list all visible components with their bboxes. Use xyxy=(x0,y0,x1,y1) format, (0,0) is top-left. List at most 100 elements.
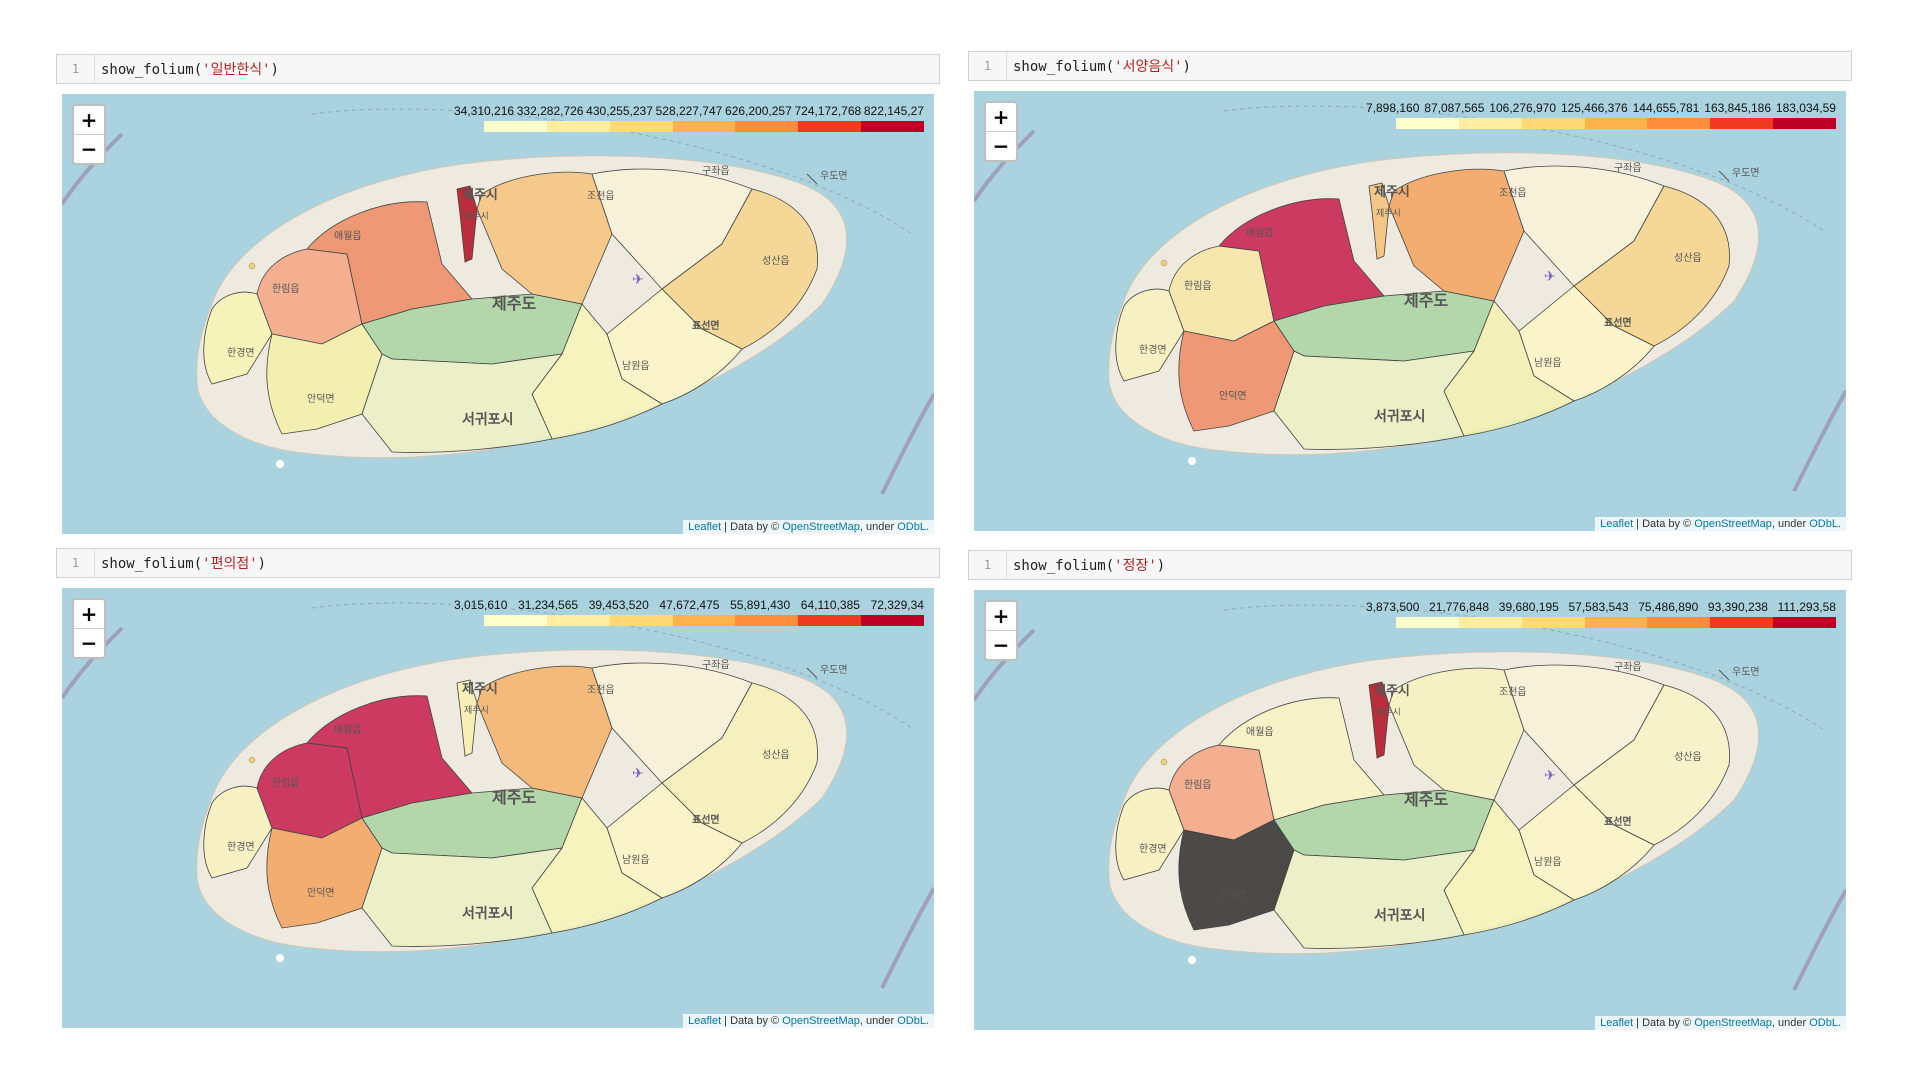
label-udo: 우도면 xyxy=(1732,167,1760,179)
zoom-out-button[interactable]: − xyxy=(74,134,104,163)
notebook-cell: 1 show_folium('서양음식') xyxy=(968,51,1852,535)
code-text: show_folium('서양음식') xyxy=(1007,56,1191,76)
osm-link[interactable]: OpenStreetMap xyxy=(782,1015,860,1027)
code-input[interactable]: 1 show_folium('편의점') xyxy=(56,548,940,578)
legend-ticks: 7,898,160 87,087,565 106,276,970 125,466,37… xyxy=(1366,101,1836,116)
legend-swatch xyxy=(546,615,610,626)
label-hallim: 한림읍 xyxy=(1184,280,1212,292)
label-hangyeong: 한경면 xyxy=(1139,343,1167,356)
label-pyoseon: 표선면 xyxy=(1604,316,1632,329)
code-input[interactable]: 1 show_folium('정장') xyxy=(968,550,1852,580)
legend-tick: 55,891,430 xyxy=(730,598,791,612)
label-jeju-island: 제주도 xyxy=(492,294,536,313)
color-legend: 3,873,500 21,776,848 39,680,195 57,583,543 7… xyxy=(1366,600,1837,628)
legend-swatch xyxy=(1710,617,1774,628)
region-seogwipo xyxy=(361,353,563,453)
island-dot xyxy=(248,262,256,270)
label-gujwa: 구좌읍 xyxy=(702,659,730,671)
code-text: show_folium('정장') xyxy=(1007,555,1165,575)
osm-link[interactable]: OpenStreetMap xyxy=(782,521,860,533)
color-legend: 7,898,160 87,087,565 106,276,970 125,466,37… xyxy=(1366,101,1837,129)
sea-route-line xyxy=(62,626,124,700)
code-input[interactable]: 1 show_folium('서양음식') xyxy=(968,51,1852,81)
zoom-control: + − xyxy=(72,104,106,165)
label-aewol: 애월읍 xyxy=(1246,227,1274,239)
line-number: 1 xyxy=(969,551,1007,579)
zoom-in-button[interactable]: + xyxy=(992,105,1010,129)
legend-swatch xyxy=(735,121,799,132)
odbl-link[interactable]: ODbL. xyxy=(1809,1017,1841,1029)
legend-tick: 7,898,160 xyxy=(1366,101,1420,115)
label-gujwa: 구좌읍 xyxy=(1614,661,1642,673)
legend-ticks: 3,015,610 31,234,565 39,453,520 47,672,475 5… xyxy=(454,598,924,613)
label-seogwipo: 서귀포시 xyxy=(1374,907,1426,924)
legend-swatch xyxy=(1647,118,1711,129)
label-jeju-city-small: 제주시 xyxy=(464,705,489,716)
odbl-link[interactable]: ODbL. xyxy=(897,1015,929,1027)
legend-swatch xyxy=(1773,118,1837,129)
udo-island-mark xyxy=(1718,170,1730,182)
osm-link[interactable]: OpenStreetMap xyxy=(1694,518,1772,530)
sea-route-line xyxy=(62,132,124,206)
udo-island-mark xyxy=(806,173,818,185)
legend-swatch xyxy=(1773,617,1837,628)
region-seongsan xyxy=(1573,185,1730,347)
label-namwon: 남원읍 xyxy=(1534,357,1562,369)
legend-swatch xyxy=(672,121,736,132)
leaflet-link[interactable]: Leaflet xyxy=(688,1015,722,1027)
legend-tick: 64,110,385 xyxy=(800,598,860,612)
label-pyoseon: 표선면 xyxy=(692,813,720,826)
legend-swatch xyxy=(1521,617,1585,628)
airport-icon: ✈ xyxy=(632,766,644,782)
legend-tick: 332,282,726 xyxy=(516,104,584,118)
code-text: show_folium('편의점') xyxy=(95,553,266,573)
zoom-out-button[interactable]: − xyxy=(986,131,1016,160)
code-input[interactable]: 1 show_folium('일반한식') xyxy=(56,54,940,84)
zoom-out-button[interactable]: − xyxy=(74,628,104,657)
label-jocheon: 조천읍 xyxy=(1499,686,1527,698)
zoom-in-button[interactable]: + xyxy=(80,602,98,626)
leaflet-link[interactable]: Leaflet xyxy=(1600,518,1634,530)
legend-tick: 47,672,475 xyxy=(659,598,720,612)
label-pyoseon: 표선면 xyxy=(692,319,720,332)
legend-colorbar xyxy=(1396,617,1837,628)
code-suffix: ) xyxy=(270,62,279,78)
folium-map[interactable]: ✈ 제주시 제주시 제주도 서귀포시 애월읍 한림읍 한경면 안덕면 조천읍 구… xyxy=(62,588,934,1028)
udo-island-mark xyxy=(806,667,818,679)
folium-map[interactable]: ✈ 제주시 제주시 제주도 서귀포시 애월읍 한림읍 한경면 안덕면 조천읍 구… xyxy=(974,91,1846,531)
folium-map[interactable]: ✈ 제주시 제주시 제주도 서귀포시 애월읍 한림읍 한경면 안덕면 조천읍 구… xyxy=(974,590,1846,1030)
legend-swatch xyxy=(1458,617,1522,628)
zoom-out-button[interactable]: − xyxy=(986,630,1016,659)
label-aewol: 애월읍 xyxy=(334,724,362,736)
label-jeju-city: 제주시 xyxy=(1374,185,1410,200)
label-jocheon: 조천읍 xyxy=(587,684,615,696)
legend-tick: 39,680,195 xyxy=(1498,600,1559,614)
legend-swatch xyxy=(484,615,547,626)
legend-tick: 106,276,970 xyxy=(1489,101,1557,115)
code-string-arg: '편의점' xyxy=(202,556,258,572)
island-dot xyxy=(1188,457,1196,465)
label-udo: 우도면 xyxy=(820,664,848,676)
osm-link[interactable]: OpenStreetMap xyxy=(1694,1017,1772,1029)
odbl-link[interactable]: ODbL. xyxy=(1809,518,1841,530)
legend-tick: 163,845,186 xyxy=(1704,101,1771,115)
legend-swatch xyxy=(861,615,925,626)
odbl-link[interactable]: ODbL. xyxy=(897,521,929,533)
legend-tick: 75,486,890 xyxy=(1638,600,1699,614)
color-legend: 3,015,610 31,234,565 39,453,520 47,672,475 5… xyxy=(454,598,925,626)
airport-icon: ✈ xyxy=(1544,269,1556,285)
label-hallim: 한림읍 xyxy=(1184,779,1212,791)
legend-swatch xyxy=(1521,118,1585,129)
folium-map[interactable]: ✈ 제주시 제주시 제주도 서귀포시 애월읍 한림읍 한경면 안덕면 조천읍 구… xyxy=(62,94,934,534)
legend-tick: 72,329,34 xyxy=(870,598,924,612)
region-seogwipo xyxy=(1273,350,1475,450)
leaflet-link[interactable]: Leaflet xyxy=(1600,1017,1634,1029)
leaflet-link[interactable]: Leaflet xyxy=(688,521,722,533)
zoom-in-button[interactable]: + xyxy=(80,108,98,132)
region-hangyeong xyxy=(203,785,273,879)
zoom-in-button[interactable]: + xyxy=(992,604,1010,628)
line-number: 1 xyxy=(969,52,1007,80)
legend-swatch xyxy=(1396,118,1459,129)
region-jeju-city xyxy=(1368,182,1390,260)
legend-tick: 93,390,238 xyxy=(1707,600,1768,614)
